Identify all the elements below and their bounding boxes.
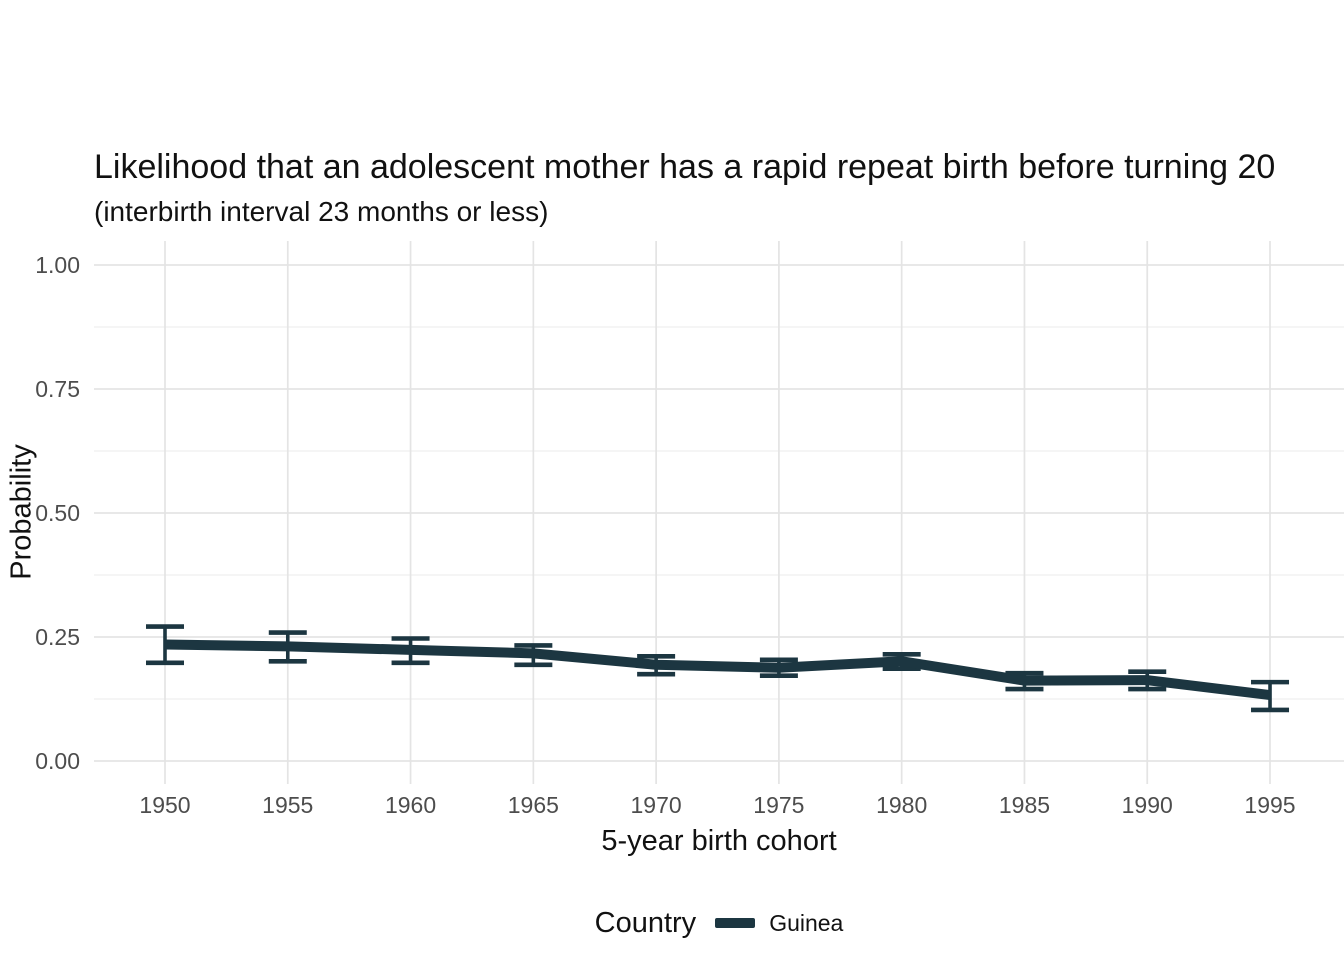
y-tick-label: 0.75: [35, 376, 80, 402]
y-tick-label: 0.00: [35, 748, 80, 774]
x-tick-label: 1975: [753, 792, 805, 818]
y-tick-label: 1.00: [35, 252, 80, 278]
data-line-guinea: [164, 639, 1271, 700]
y-axis-title: Probability: [5, 444, 38, 580]
legend-title: Country: [594, 906, 697, 939]
x-tick-label: 1985: [998, 792, 1051, 818]
x-tick-label: 1965: [507, 792, 559, 818]
x-tick-label: 1955: [262, 792, 314, 818]
x-tick-label: 1980: [876, 792, 928, 818]
x-tick-label: 1990: [1121, 792, 1173, 818]
legend-item-label: Guinea: [769, 909, 844, 936]
y-tick-label: 0.50: [35, 500, 80, 526]
line-swatch-icon: [715, 918, 756, 928]
x-tick-label: 1970: [630, 792, 682, 818]
legend-item-guinea: Guinea: [715, 909, 844, 936]
chart-title: Likelihood that an adolescent mother has…: [94, 148, 1276, 186]
legend: Country Guinea: [94, 902, 1344, 944]
x-tick-label: 1995: [1244, 792, 1296, 818]
x-tick-label: 1950: [139, 792, 191, 818]
x-tick-label: 1960: [384, 792, 437, 818]
chart-subtitle: (interbirth interval 23 months or less): [94, 196, 549, 227]
y-tick-label: 0.25: [35, 624, 80, 650]
x-axis-title: 5-year birth cohort: [601, 825, 837, 857]
